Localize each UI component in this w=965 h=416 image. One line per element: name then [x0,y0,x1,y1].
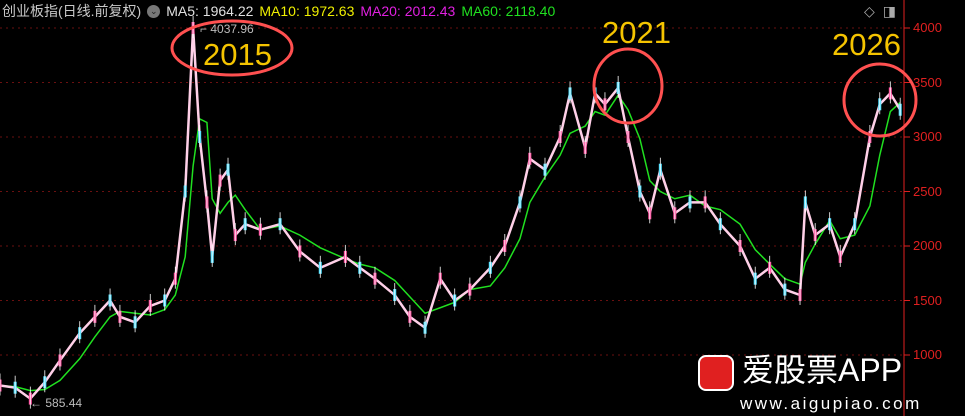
y-tick-label: 3000 [913,129,942,144]
highlight-circle-2021 [592,47,664,125]
max-price-label: ⌐ 4037.96 [200,22,254,36]
brand-url: www.aigupiao.com [740,394,922,413]
annotation-2026: 2026 [832,27,901,62]
y-tick-label: 2500 [913,183,942,199]
annotation-2015: 2015 [203,37,272,72]
highlight-circle-2015 [170,19,294,77]
candle [0,379,2,392]
y-tick-label: 2000 [913,238,942,253]
price-line [0,27,902,401]
diamond-icon[interactable]: ◇ [864,3,875,19]
chevron-down-icon[interactable]: ⌄ [147,4,161,18]
ma10-value: MA10: 1972.63 [259,3,355,19]
min-value: 585.44 [45,396,83,410]
ma5-value: MA5: 1964.22 [166,3,254,19]
y-tick-label: 4000 [913,20,942,35]
ma60-value: MA60: 2118.40 [461,3,556,19]
ma-line [0,93,901,392]
y-tick-label: 1500 [913,292,942,308]
min-price-label: ← 585.44 [30,396,83,410]
ma20-value: MA20: 2012.43 [360,3,456,19]
panel-toggle-icon[interactable]: ◨ [882,3,897,19]
app-logo [698,355,734,391]
index-title: 创业板指(日线.前复权) [2,3,142,19]
max-value: 4037.96 [210,22,254,36]
brand-name: 爱股票APP [742,352,903,388]
y-tick-label: 1000 [913,347,942,362]
highlight-circle-2026 [842,62,918,138]
annotation-2021: 2021 [602,15,671,50]
chart-header: 创业板指(日线.前复权) ⌄ MA5: 1964.22 MA10: 1972.6… [2,1,555,21]
y-tick-label: 3500 [913,74,942,90]
